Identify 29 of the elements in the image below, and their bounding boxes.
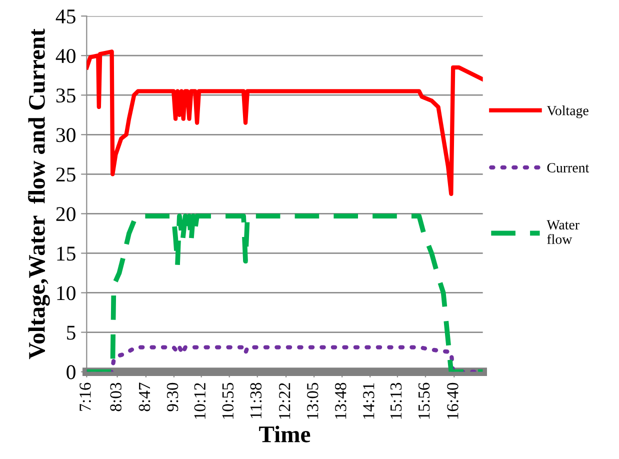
y-axis-title: Voltage,Water flow and Current xyxy=(28,28,50,360)
x-axis-title: Time xyxy=(259,426,310,442)
x-tick-label: 10:55 xyxy=(222,382,234,419)
x-tick-label: 8:03 xyxy=(110,382,122,412)
x-tick-label: 13:05 xyxy=(306,382,318,419)
x-tick-label: 9:30 xyxy=(166,382,178,412)
x-tick-label: 11:38 xyxy=(250,382,262,418)
y-tick-label: 20 xyxy=(56,207,76,222)
y-tick-label: 45 xyxy=(56,10,76,24)
x-tick-label: 14:31 xyxy=(363,383,374,419)
x-tick-label: 15:13 xyxy=(390,382,402,419)
x-tick-label: 13:48 xyxy=(335,382,346,419)
y-tick-label: 40 xyxy=(56,48,76,64)
legend-label: Water flow xyxy=(546,220,580,244)
x-tick-label: 12:22 xyxy=(279,383,290,419)
x-tick-label: 8:47 xyxy=(138,382,150,412)
y-tick-label: 0 xyxy=(66,365,76,380)
legend-label: Voltage xyxy=(546,106,588,118)
y-tick-label: 10 xyxy=(57,286,76,300)
y-tick-label: 35 xyxy=(56,88,76,103)
x-tick-label: 10:12 xyxy=(194,383,206,419)
y-tick-label: 15 xyxy=(57,246,76,261)
y-tick-label: 30 xyxy=(56,128,76,142)
y-tick-label: 25 xyxy=(56,168,76,182)
y-tick-label: 5 xyxy=(67,326,76,340)
x-tick-label: 15:56 xyxy=(418,382,430,419)
legend-label: Current xyxy=(547,163,590,172)
x-tick-label: 7:16 xyxy=(80,382,91,411)
x-tick-label: 16:40 xyxy=(447,382,458,419)
